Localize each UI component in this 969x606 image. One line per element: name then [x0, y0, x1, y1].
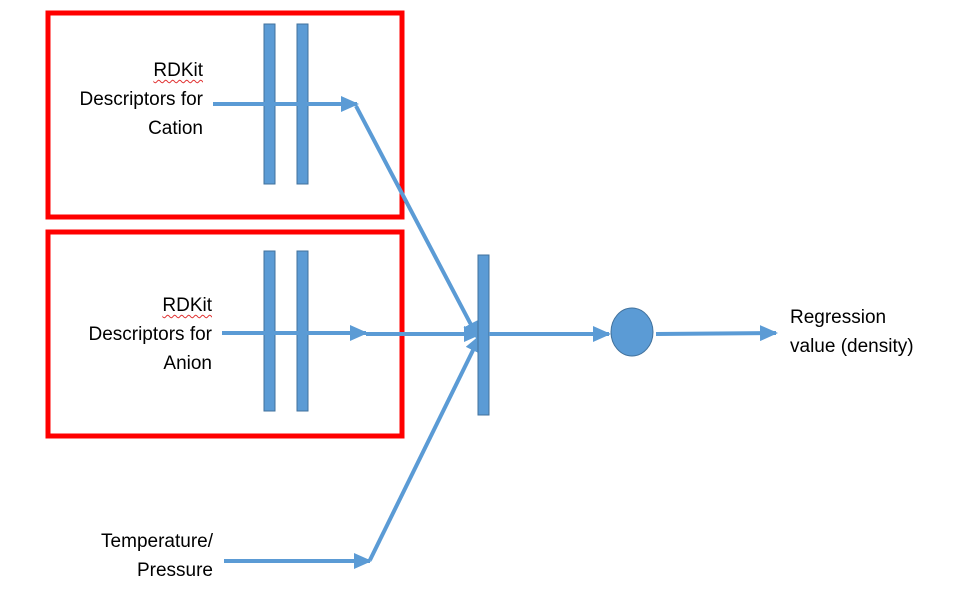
- output-label: Regression value (density): [790, 303, 914, 361]
- output-label-line2: value (density): [790, 336, 914, 357]
- output-arrow: [655, 325, 778, 342]
- cation-input-label: RDKit Descriptors for Cation: [79, 56, 203, 143]
- cation-label-line3: Cation: [148, 118, 203, 139]
- cation-highlight-box: [45, 10, 405, 220]
- anion-input-label: RDKit Descriptors for Anion: [88, 291, 212, 378]
- anion-label-line2: Descriptors for: [88, 324, 212, 345]
- output-node: [610, 307, 654, 357]
- temp-label-line1: Temperature/: [101, 531, 213, 552]
- cation-label-line2: Descriptors for: [79, 89, 203, 110]
- output-label-line1: Regression: [790, 307, 887, 328]
- anion-label-line3: Anion: [163, 353, 212, 374]
- temp-merge-arrow: [368, 334, 482, 561]
- temp-label-line2: Pressure: [136, 560, 213, 581]
- merge-layer: [477, 254, 490, 416]
- cation-label-line1: RDKit: [153, 60, 203, 81]
- cation-merge-arrow: [354, 105, 480, 340]
- anion-label-line1: RDKit: [162, 295, 212, 316]
- temp-input-label: Temperature/ Pressure: [101, 527, 213, 585]
